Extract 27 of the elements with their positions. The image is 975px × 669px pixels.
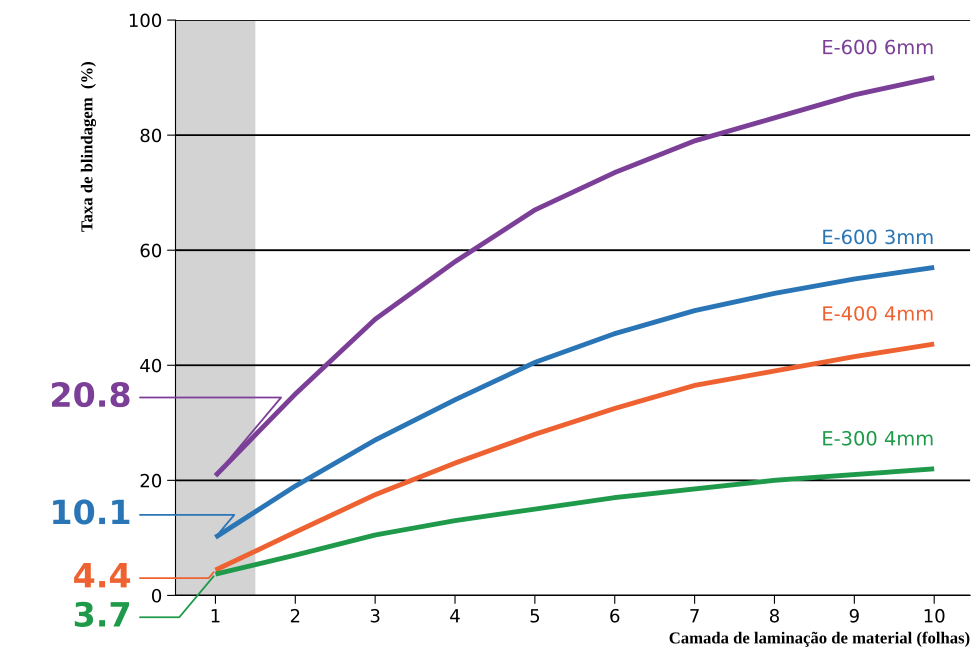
series-label: E-300 4mm bbox=[823, 430, 933, 446]
series-label: E-400 4mm bbox=[823, 306, 933, 321]
line-series bbox=[213, 342, 937, 573]
x-tick-label: 10 bbox=[924, 608, 944, 623]
y-tick-label: 0 bbox=[152, 588, 162, 603]
y-axis-title: Taxa de blindagem (%) bbox=[80, 62, 96, 232]
y-tick-label: 40 bbox=[140, 358, 162, 372]
y-tick-label: 80 bbox=[140, 128, 162, 142]
y-tick-label: 100 bbox=[130, 14, 162, 28]
x-tick-label: 8 bbox=[770, 608, 779, 623]
x-axis-title: Camada de laminação de material (folhas) bbox=[670, 632, 970, 647]
data-label: 10.1 bbox=[53, 499, 130, 525]
data-label: 4.4 bbox=[74, 563, 130, 588]
y-tick-label: 20 bbox=[140, 474, 162, 488]
series-label: E-600 3mm bbox=[823, 230, 933, 244]
x-tick-label: 5 bbox=[530, 609, 540, 623]
x-tick-label: 1 bbox=[212, 609, 220, 622]
x-tick-label: 7 bbox=[690, 609, 699, 622]
x-tick-label: 4 bbox=[450, 609, 460, 622]
x-tick-label: 9 bbox=[850, 608, 859, 623]
x-tick-label: 6 bbox=[610, 608, 620, 623]
x-tick-label: 3 bbox=[370, 608, 380, 623]
x-tick-label: 2 bbox=[290, 608, 300, 622]
data-label: 20.8 bbox=[52, 382, 130, 408]
series-label: E-600 6mm bbox=[823, 40, 933, 54]
data-label: 3.7 bbox=[74, 602, 129, 627]
y-tick-label: 60 bbox=[140, 244, 162, 258]
